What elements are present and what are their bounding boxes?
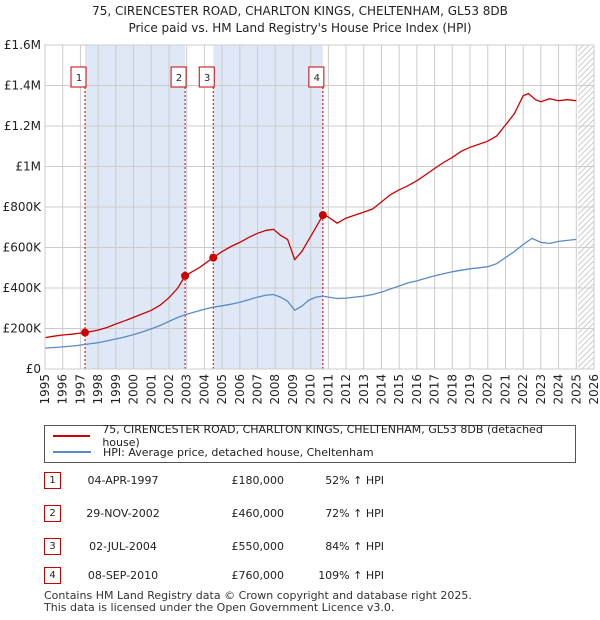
x-tick-label: 2018 bbox=[445, 374, 459, 405]
y-tick-label: £400K bbox=[3, 281, 43, 295]
legend-item-price: 75, CIRENCESTER ROAD, CHARLTON KINGS, CH… bbox=[53, 423, 575, 449]
x-tick-label: 2002 bbox=[162, 374, 176, 405]
legend-item-hpi: HPI: Average price, detached house, Chel… bbox=[53, 444, 374, 460]
x-tick-label: 1997 bbox=[73, 374, 87, 405]
x-tick-label: 2000 bbox=[127, 374, 141, 405]
sale-date: 02-JUL-2004 bbox=[89, 540, 157, 553]
sale-number-box bbox=[70, 66, 87, 88]
x-tick-label: 2014 bbox=[374, 374, 388, 405]
y-tick-label: £1M bbox=[15, 160, 41, 174]
x-tick-label: 2017 bbox=[428, 374, 442, 405]
sale-number-label: 3 bbox=[204, 73, 210, 84]
x-tick-label: 2008 bbox=[268, 374, 282, 405]
sale-marker: 1 bbox=[44, 472, 61, 489]
chart-title: 75, CIRENCESTER ROAD, CHARLTON KINGS, CH… bbox=[92, 4, 508, 18]
x-tick-label: 2022 bbox=[516, 374, 530, 405]
y-tick-label: £1.2M bbox=[4, 119, 41, 133]
series-line bbox=[44, 237, 577, 349]
sale-number-box bbox=[170, 66, 187, 88]
series-line bbox=[44, 92, 577, 339]
sale-price: £180,000 bbox=[231, 474, 285, 487]
sale-hpi-change: 72% ↑ HPI bbox=[325, 507, 384, 520]
x-tick-label: 2019 bbox=[463, 374, 477, 405]
sale-point bbox=[318, 211, 327, 220]
y-tick-label: £0 bbox=[26, 362, 41, 376]
x-tick-label: 2009 bbox=[286, 374, 300, 405]
x-tick-label: 2004 bbox=[197, 374, 211, 405]
x-tick-label: 2013 bbox=[357, 374, 371, 405]
x-tick-label: 1999 bbox=[109, 374, 123, 405]
footer: Contains HM Land Registry data © Crown c… bbox=[44, 590, 472, 614]
sale-marker: 2 bbox=[44, 505, 61, 522]
sale-marker: 3 bbox=[44, 538, 61, 555]
sale-hpi-change: 84% ↑ HPI bbox=[325, 540, 384, 553]
sale-row: 1 04-APR-1997 £180,000 52% ↑ HPI bbox=[44, 472, 444, 490]
legend-label-price: 75, CIRENCESTER ROAD, CHARLTON KINGS, CH… bbox=[102, 423, 543, 449]
chart-subtitle: Price paid vs. HM Land Registry's House … bbox=[128, 21, 472, 35]
x-tick-label: 2011 bbox=[321, 374, 335, 405]
sale-price: £760,000 bbox=[231, 569, 285, 582]
y-tick-label: £1.4M bbox=[4, 79, 41, 93]
x-tick-label: 2023 bbox=[534, 374, 548, 405]
x-tick-label: 2021 bbox=[498, 374, 512, 405]
legend-swatch-hpi bbox=[53, 451, 91, 453]
sale-number-label: 4 bbox=[314, 73, 320, 84]
legend-swatch-price bbox=[53, 435, 91, 437]
x-tick-label: 2025 bbox=[569, 374, 583, 405]
footer-licence: This data is licensed under the Open Gov… bbox=[44, 601, 395, 614]
legend: 75, CIRENCESTER ROAD, CHARLTON KINGS, CH… bbox=[44, 423, 576, 463]
plot-frame bbox=[44, 44, 595, 370]
sale-number-label: 2 bbox=[176, 73, 182, 84]
y-tick-label: £600K bbox=[3, 241, 43, 255]
price-chart: 1 2 3 4 £0 £200K £400K £600K £800K £1M £1.2M £1.4M £… bbox=[3, 38, 600, 405]
x-tick-label: 2016 bbox=[410, 374, 424, 405]
sale-number-box bbox=[198, 66, 215, 88]
sale-point bbox=[181, 271, 190, 280]
y-tick-label: £200K bbox=[3, 322, 43, 336]
sale-marker: 4 bbox=[44, 567, 61, 584]
sale-row: 2 29-NOV-2002 £460,000 72% ↑ HPI bbox=[44, 505, 444, 523]
x-tick-label: 2007 bbox=[251, 374, 265, 405]
sale-point bbox=[209, 253, 218, 262]
sale-number-label: 1 bbox=[76, 73, 82, 84]
x-tick-label: 2024 bbox=[552, 374, 566, 405]
sale-hpi-change: 52% ↑ HPI bbox=[325, 474, 384, 487]
sale-row: 3 02-JUL-2004 £550,000 84% ↑ HPI bbox=[44, 538, 444, 556]
x-tick-label: 1998 bbox=[91, 374, 105, 405]
x-tick-label: 2005 bbox=[215, 374, 229, 405]
sale-row: 4 08-SEP-2010 £760,000 109% ↑ HPI bbox=[44, 567, 444, 585]
x-tick-label: 2015 bbox=[392, 374, 406, 405]
x-tick-label: 2010 bbox=[304, 374, 318, 405]
x-tick-label: 2003 bbox=[180, 374, 194, 405]
sale-date: 29-NOV-2002 bbox=[86, 507, 160, 520]
x-tick-label: 2020 bbox=[481, 374, 495, 405]
sale-date: 04-APR-1997 bbox=[87, 474, 159, 487]
x-tick-label: 1996 bbox=[56, 374, 70, 405]
x-tick-label: 2012 bbox=[339, 374, 353, 405]
sale-price: £460,000 bbox=[231, 507, 285, 520]
legend-label-hpi: HPI: Average price, detached house, Chel… bbox=[103, 445, 374, 459]
y-tick-label: £800K bbox=[3, 200, 43, 214]
x-tick-label: 2001 bbox=[144, 374, 158, 405]
x-tick-label: 1995 bbox=[38, 374, 52, 405]
sale-number-box bbox=[308, 66, 325, 88]
x-tick-label: 2026 bbox=[587, 374, 600, 405]
sale-point bbox=[81, 328, 90, 337]
sale-hpi-change: 109% ↑ HPI bbox=[318, 569, 384, 582]
sale-date: 08-SEP-2010 bbox=[87, 569, 159, 582]
sale-price: £550,000 bbox=[231, 540, 285, 553]
footer-copyright: Contains HM Land Registry data © Crown c… bbox=[44, 589, 472, 602]
x-tick-label: 2006 bbox=[233, 374, 247, 405]
y-tick-label: £1.6M bbox=[4, 38, 41, 52]
